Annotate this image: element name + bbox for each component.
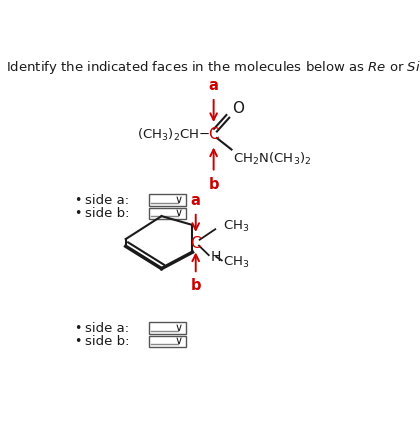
Text: CH$_2$N(CH$_3$)$_2$: CH$_2$N(CH$_3$)$_2$ — [233, 150, 312, 167]
Text: C: C — [190, 236, 201, 250]
Text: side a:: side a: — [85, 194, 129, 207]
Text: b: b — [208, 177, 219, 192]
Text: ∨: ∨ — [175, 208, 183, 219]
Text: a: a — [209, 78, 218, 93]
FancyBboxPatch shape — [149, 336, 186, 347]
Text: •: • — [74, 194, 81, 207]
Text: a: a — [191, 193, 201, 207]
FancyBboxPatch shape — [149, 207, 186, 219]
Text: ∨: ∨ — [175, 337, 183, 346]
Text: side b:: side b: — [85, 207, 129, 220]
Text: CH$_3$: CH$_3$ — [223, 254, 250, 270]
Text: C: C — [208, 127, 219, 142]
Text: side a:: side a: — [85, 322, 129, 335]
FancyBboxPatch shape — [149, 194, 186, 206]
Text: O: O — [232, 101, 244, 116]
Text: Identify the indicated faces in the molecules below as $\mathit{Re}$ or $\mathit: Identify the indicated faces in the mole… — [6, 59, 420, 76]
Text: H: H — [210, 250, 221, 264]
Text: •: • — [74, 207, 81, 220]
Text: •: • — [74, 335, 81, 348]
Text: ∨: ∨ — [175, 323, 183, 333]
Text: side b:: side b: — [85, 335, 129, 348]
Text: (CH$_3$)$_2$CH$-$: (CH$_3$)$_2$CH$-$ — [136, 127, 210, 143]
Text: •: • — [74, 322, 81, 335]
Text: ∨: ∨ — [175, 196, 183, 205]
Text: CH$_3$: CH$_3$ — [223, 219, 250, 233]
FancyBboxPatch shape — [149, 322, 186, 334]
Text: b: b — [191, 279, 201, 294]
